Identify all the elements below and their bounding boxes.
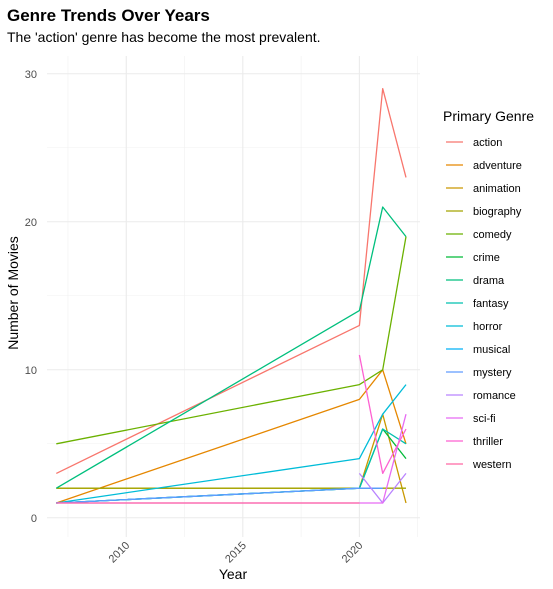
legend-label-horror: horror (473, 321, 503, 333)
legend-label-comedy: comedy (473, 229, 512, 241)
chart-subtitle: The 'action' genre has become the most p… (7, 29, 321, 45)
x-tick-label: 2020 (340, 540, 366, 566)
y-axis-title: Number of Movies (5, 236, 21, 350)
series-line-sci-fi (56, 414, 407, 504)
legend-label-western: western (472, 459, 512, 471)
legend-label-drama: drama (473, 275, 505, 287)
series-line-adventure (56, 369, 407, 504)
series-line-action (56, 87, 407, 474)
series-line-horror (56, 384, 407, 504)
legend-label-romance: romance (473, 390, 516, 402)
y-tick-label: 30 (25, 69, 37, 81)
x-tick-label: 2015 (223, 540, 249, 566)
series-line-thriller (358, 354, 407, 475)
x-tick-label: 2010 (107, 540, 133, 566)
series-line-crime (56, 428, 407, 504)
legend-label-crime: crime (473, 252, 500, 264)
legend-title: Primary Genre (443, 108, 534, 124)
legend-label-action: action (473, 137, 502, 149)
series-line-fantasy (56, 428, 407, 504)
y-tick-label: 10 (25, 365, 37, 377)
legend-label-musical: musical (473, 344, 510, 356)
chart-title: Genre Trends Over Years (7, 6, 210, 25)
legend-label-adventure: adventure (473, 160, 522, 172)
series-line-animation (56, 413, 407, 504)
legend-label-animation: animation (473, 183, 521, 195)
series-lines (55, 87, 407, 504)
legend-label-sci-fi: sci-fi (473, 413, 496, 425)
legend-label-biography: biography (473, 206, 522, 218)
legend-label-thriller: thriller (473, 436, 503, 448)
legend: action adventure animation biography comedy c… (446, 137, 522, 471)
grid-lines (47, 56, 420, 537)
series-line-drama (55, 206, 407, 489)
legend-label-mystery: mystery (473, 367, 512, 379)
y-tick-label: 0 (31, 513, 37, 525)
series-line-comedy (56, 236, 407, 445)
legend-label-fantasy: fantasy (473, 298, 509, 310)
x-axis-title: Year (219, 566, 248, 582)
y-tick-label: 20 (25, 217, 37, 229)
series-line-mystery (56, 487, 383, 504)
